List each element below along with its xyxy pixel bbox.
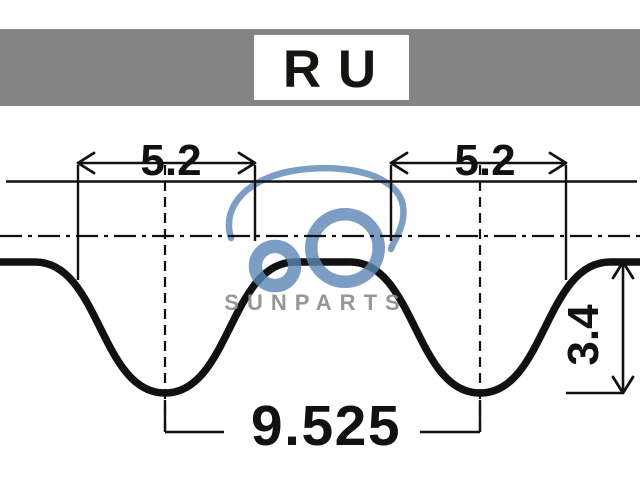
svg-text:5.2: 5.2	[140, 136, 201, 185]
svg-text:SUNPARTS: SUNPARTS	[224, 290, 407, 315]
svg-text:5.2: 5.2	[454, 136, 515, 185]
svg-text:R U: R U	[283, 40, 377, 99]
svg-text:9.525: 9.525	[251, 394, 401, 458]
svg-text:3.4: 3.4	[559, 304, 608, 366]
